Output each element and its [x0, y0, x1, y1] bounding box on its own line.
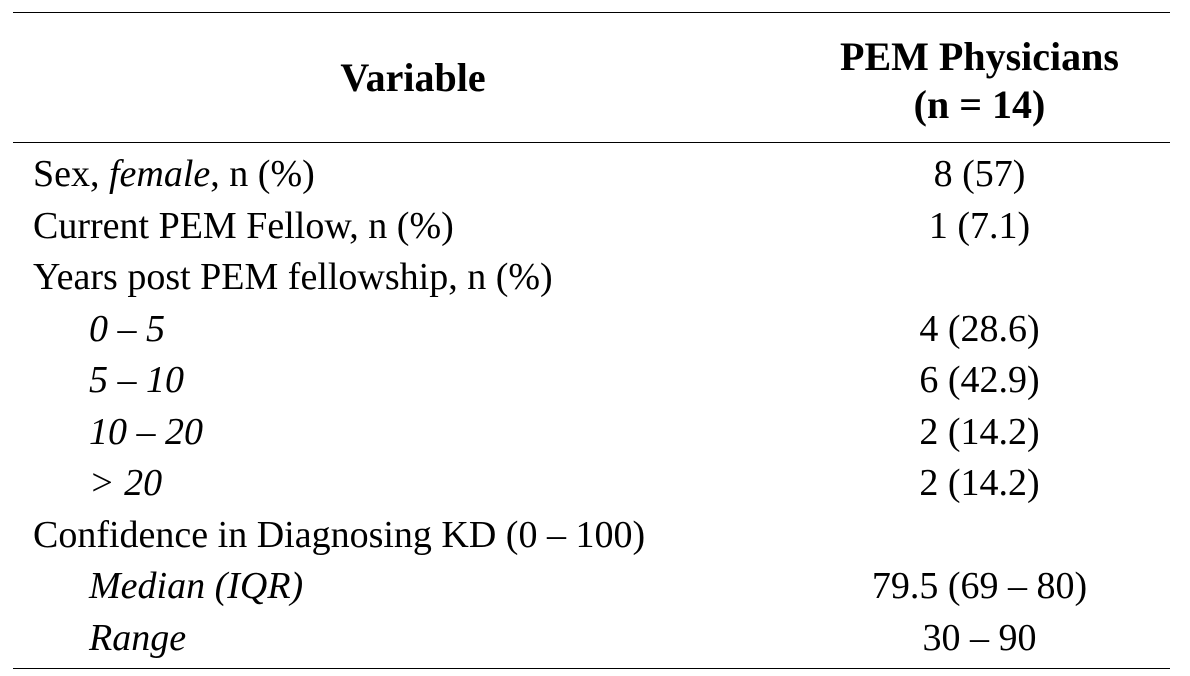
- table-row-years-10-20: 10 – 20 2 (14.2): [13, 407, 1170, 459]
- row-value: 1 (7.1): [928, 204, 1031, 247]
- row-label: Confidence in Diagnosing KD (0 – 100): [33, 513, 646, 556]
- top-rule: [13, 12, 1170, 13]
- row-label: 0 – 5: [89, 307, 165, 350]
- table-row-current-fellow: Current PEM Fellow, n (%) 1 (7.1): [13, 201, 1170, 253]
- row-value: 6 (42.9): [919, 359, 1040, 401]
- header-rule: [13, 142, 1170, 143]
- table-row-confidence-median: Median (IQR) 79.5 (69 – 80): [13, 561, 1170, 613]
- row-label-emphasis: female: [109, 153, 211, 195]
- table-header: Variable PEM Physicians (n = 14): [13, 13, 1170, 142]
- row-label-part: Sex,: [33, 153, 109, 195]
- demographics-table: Variable PEM Physicians (n = 14) Sex, fe…: [13, 12, 1170, 669]
- row-value: 4 (28.6): [919, 307, 1040, 350]
- row-label-part: , n (%): [210, 153, 315, 195]
- row-label: Median (IQR): [89, 565, 304, 607]
- row-label: Years post PEM fellowship, n (%): [33, 256, 553, 298]
- row-value: 8 (57): [933, 153, 1026, 195]
- row-label: Range: [89, 616, 187, 659]
- row-label: 10 – 20: [89, 410, 203, 453]
- table-body: Sex, female, n (%) 8 (57) Current PEM Fe…: [13, 143, 1170, 668]
- table-row-confidence-range: Range 30 – 90: [13, 613, 1170, 665]
- table-row-years-0-5: 0 – 5 4 (28.6): [13, 304, 1170, 356]
- group-header-line1: PEM Physicians: [840, 34, 1119, 79]
- variable-column-header: Variable: [340, 55, 486, 100]
- row-label: 5 – 10: [89, 359, 184, 401]
- table-row-years-post-heading: Years post PEM fellowship, n (%): [13, 252, 1170, 304]
- row-value: 30 – 90: [922, 616, 1037, 659]
- row-value: 79.5 (69 – 80): [871, 565, 1088, 607]
- table-row-years-5-10: 5 – 10 6 (42.9): [13, 355, 1170, 407]
- row-value: 2 (14.2): [919, 462, 1040, 504]
- row-label: > 20: [89, 462, 163, 504]
- table-row-years-over-20: > 20 2 (14.2): [13, 458, 1170, 510]
- bottom-rule: [13, 668, 1170, 669]
- row-label: Sex, female, n (%): [33, 149, 315, 201]
- table-row-sex: Sex, female, n (%) 8 (57): [13, 149, 1170, 201]
- group-column-header: PEM Physicians (n = 14): [813, 33, 1146, 129]
- row-value: 2 (14.2): [919, 410, 1040, 453]
- table-row-confidence-heading: Confidence in Diagnosing KD (0 – 100): [13, 510, 1170, 562]
- group-header-line2: (n = 14): [913, 82, 1046, 127]
- row-label: Current PEM Fellow, n (%): [33, 204, 454, 247]
